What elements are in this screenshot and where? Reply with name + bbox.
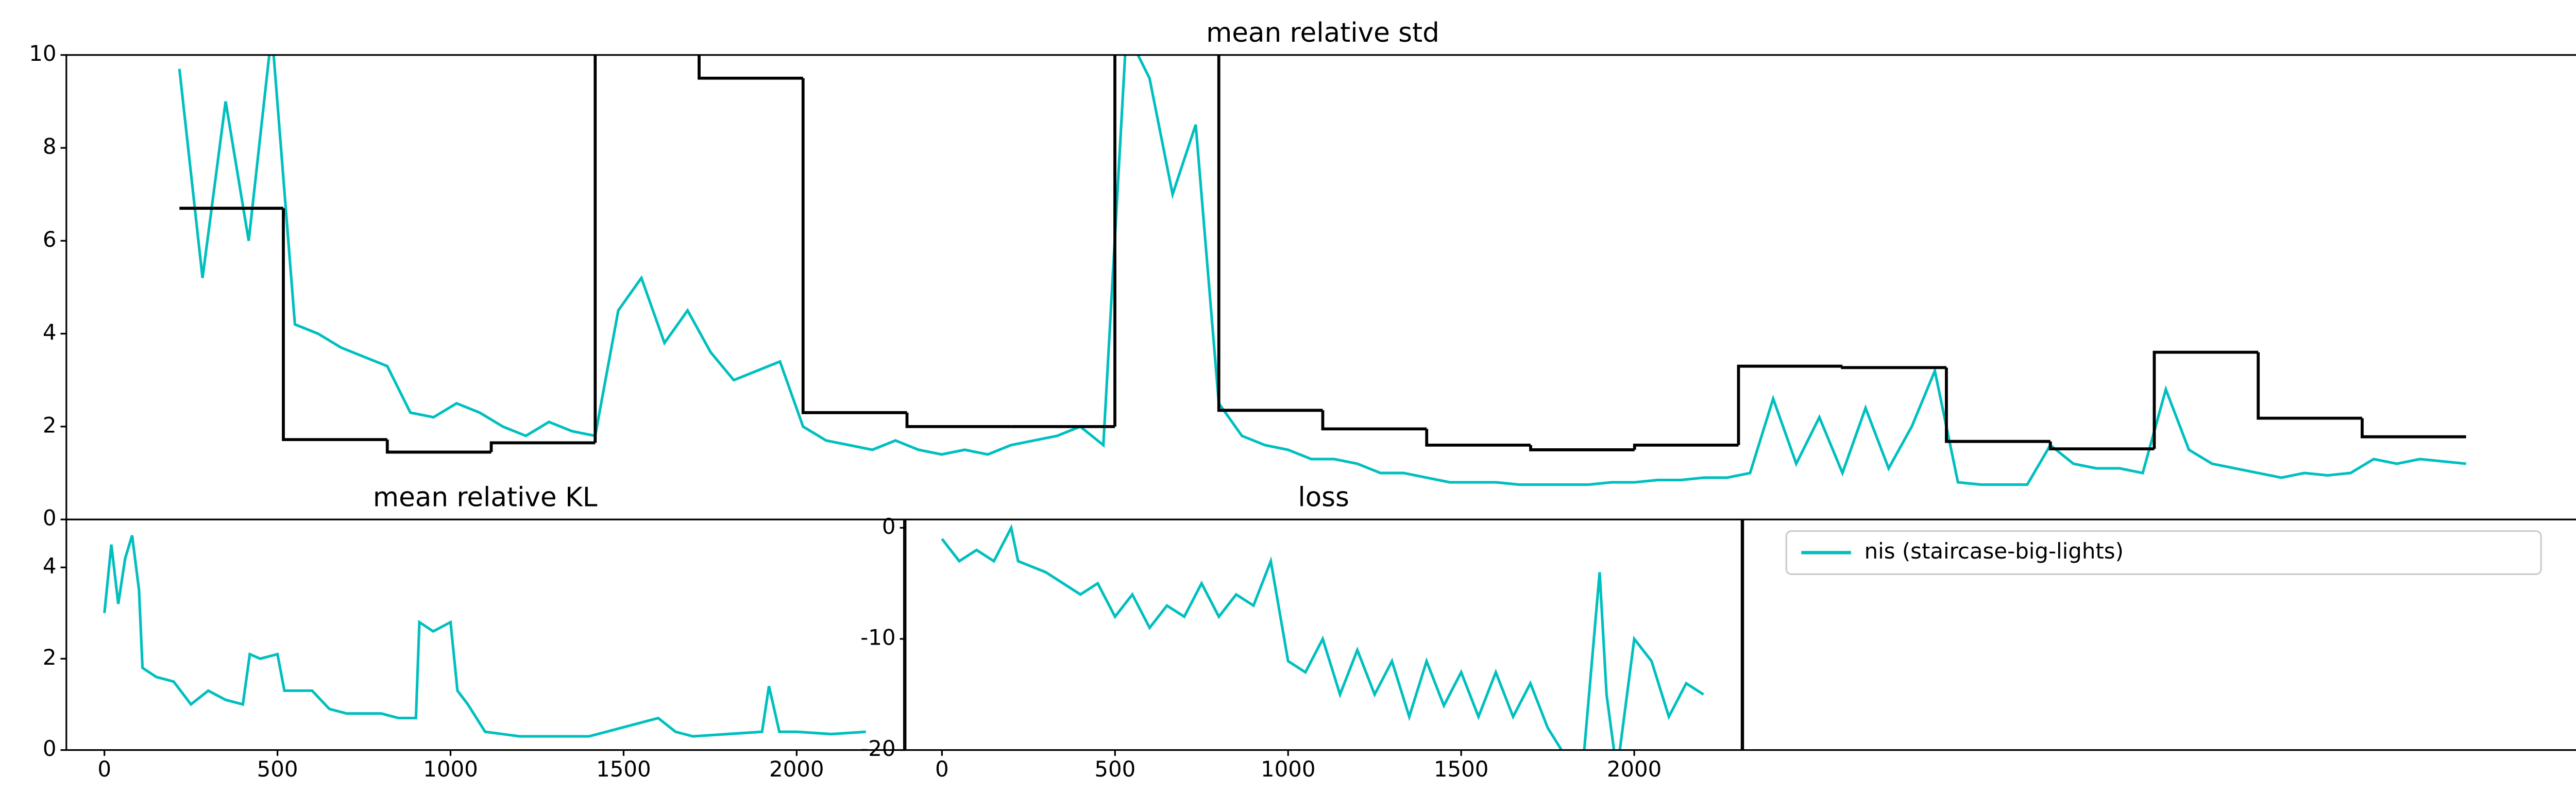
x-tick-label: 2000 (1607, 756, 1662, 782)
step-segment (905, 412, 1011, 428)
step-segment (698, 55, 803, 80)
axes-frame (905, 518, 1742, 751)
plot-area (103, 535, 866, 738)
x-tick-label: 0 (97, 756, 111, 782)
chart-title: mean relative std (1206, 18, 1439, 48)
y-tick-label: 2 (43, 645, 57, 670)
y-tick-label: 0 (43, 736, 57, 761)
y-tick-label: 10 (29, 41, 56, 66)
step-segment (282, 208, 387, 441)
step-segment (1633, 444, 1739, 450)
step-segment (1217, 55, 1323, 412)
axes-frame (65, 54, 2576, 520)
x-tick-label: 1500 (1434, 756, 1489, 782)
x-tick-label: 1000 (423, 756, 478, 782)
y-tick-label: -20 (860, 736, 895, 761)
step-segment (1945, 367, 2050, 443)
x-tick-label: 500 (257, 756, 298, 782)
step-segment (1113, 55, 1116, 427)
series-line (178, 55, 2466, 486)
y-tick-label: 6 (43, 227, 57, 252)
legend-box (1785, 530, 2542, 575)
x-tick-label: 2000 (769, 756, 824, 782)
step-segment (2257, 352, 2362, 420)
step-segment (1737, 364, 1843, 445)
x-tick-label: 500 (1094, 756, 1136, 782)
axes-frame (65, 518, 905, 751)
step-segment (385, 440, 492, 454)
step-segment (1841, 366, 1946, 369)
step-segment (2361, 418, 2466, 438)
plot-area (178, 55, 2466, 486)
step-segment (2153, 350, 2259, 449)
y-tick-label: 4 (43, 553, 57, 579)
series-line (103, 535, 866, 738)
x-tick-label: 0 (935, 756, 949, 782)
y-tick-label: 0 (882, 514, 896, 539)
chart-title: loss (1298, 482, 1349, 513)
step-segment (489, 441, 596, 452)
step-segment (594, 55, 597, 443)
plot-area (941, 524, 1704, 750)
x-tick-label: 1000 (1261, 756, 1316, 782)
step-segment (1321, 410, 1427, 431)
series-line (941, 524, 1704, 750)
y-tick-label: -10 (860, 625, 895, 650)
step-segment (2048, 441, 2155, 451)
step-segment (801, 78, 907, 414)
y-tick-label: 4 (43, 319, 57, 345)
x-tick-label: 1500 (596, 756, 651, 782)
y-tick-label: 8 (43, 133, 57, 159)
y-tick-label: 2 (43, 412, 57, 437)
legend-label: nis (staircase-big-lights) (1865, 538, 2124, 564)
chart-title: mean relative KL (373, 482, 598, 513)
y-tick-label: 0 (43, 505, 57, 531)
step-segment (1529, 445, 1635, 451)
step-segment (1425, 429, 1531, 447)
